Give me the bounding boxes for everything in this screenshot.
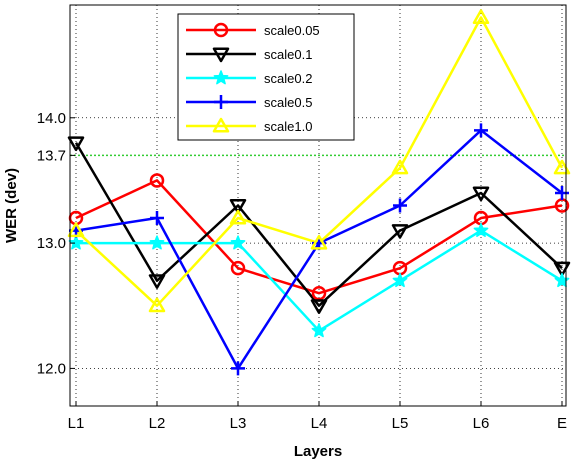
data-point-scale0.5 — [231, 361, 245, 376]
data-point-scale0.2 — [392, 272, 408, 288]
data-point-scale0.1 — [472, 186, 490, 202]
x-tick-label: L1 — [68, 415, 85, 432]
data-point-scale1.0 — [148, 297, 166, 313]
y-tick-label: 14.0 — [37, 110, 66, 127]
x-tick-label: E — [557, 415, 567, 432]
legend-marker-scale0.05 — [213, 22, 229, 38]
data-point-scale0.1 — [148, 274, 166, 289]
data-point-scale0.2 — [554, 272, 570, 288]
data-point-scale1.0 — [472, 9, 490, 25]
legend-label-scale0.5: scale0.5 — [264, 95, 312, 110]
x-tick-label: L3 — [230, 415, 247, 432]
legend-marker-scale0.2 — [213, 70, 229, 85]
x-axis-ticks: L1 L2 L3 L4 L5 L6 E — [68, 401, 567, 432]
legend-marker-scale0.1 — [212, 47, 230, 63]
plot-frame — [69, 4, 567, 407]
data-point-scale0.05 — [230, 260, 246, 276]
x-tick-label: L5 — [392, 415, 409, 432]
data-point-scale0.5 — [555, 185, 569, 200]
data-point-scale0.2 — [230, 235, 246, 250]
data-point-scale0.05 — [149, 173, 165, 188]
x-axis-title: Layers — [294, 443, 342, 460]
legend-marker-scale1.0 — [212, 117, 230, 133]
legend-label-scale1.0: scale1.0 — [264, 119, 312, 134]
data-point-scale0.1 — [310, 299, 328, 314]
x-tick-label: L6 — [473, 415, 490, 432]
data-point-scale1.0 — [67, 222, 85, 238]
series-markers — [67, 9, 571, 376]
series-line-scale0.1 — [74, 142, 563, 307]
legend-label-scale0.1: scale0.1 — [264, 47, 312, 62]
data-point-scale0.1 — [229, 199, 247, 214]
data-point-scale0.2 — [473, 222, 489, 237]
data-point-scale0.5 — [474, 123, 488, 138]
data-point-scale1.0 — [310, 234, 328, 250]
data-point-scale0.5 — [393, 198, 407, 213]
y-axis-title: WER (dev) — [3, 168, 20, 243]
y-tick-label: 13.0 — [37, 235, 66, 252]
data-point-scale0.05 — [311, 285, 327, 301]
legend-label-scale0.05: scale0.05 — [264, 23, 320, 38]
data-point-scale0.1 — [391, 224, 409, 239]
x-tick-label: L2 — [149, 415, 166, 432]
data-point-scale0.2 — [68, 235, 84, 250]
data-point-scale1.0 — [229, 209, 247, 225]
data-point-scale0.5 — [150, 211, 164, 226]
series-line-scale0.05 — [75, 179, 563, 295]
data-point-scale0.2 — [149, 235, 165, 250]
y-tick-label: 12.0 — [37, 360, 66, 377]
y-axis-ticks: 12.0 13.0 13.7 14.0 — [37, 110, 75, 377]
data-point-scale0.1 — [67, 136, 85, 152]
x-tick-label: L4 — [311, 415, 328, 432]
data-point-scale0.2 — [311, 323, 327, 338]
legend-label-scale0.2: scale0.2 — [264, 71, 312, 86]
data-point-scale1.0 — [391, 159, 409, 175]
y-tick-label: 13.7 — [37, 147, 66, 164]
legend: scale0.05 scale0.1 scale0.2 scale0.5 scale1.… — [177, 13, 355, 141]
legend-marker-scale0.5 — [214, 95, 228, 109]
